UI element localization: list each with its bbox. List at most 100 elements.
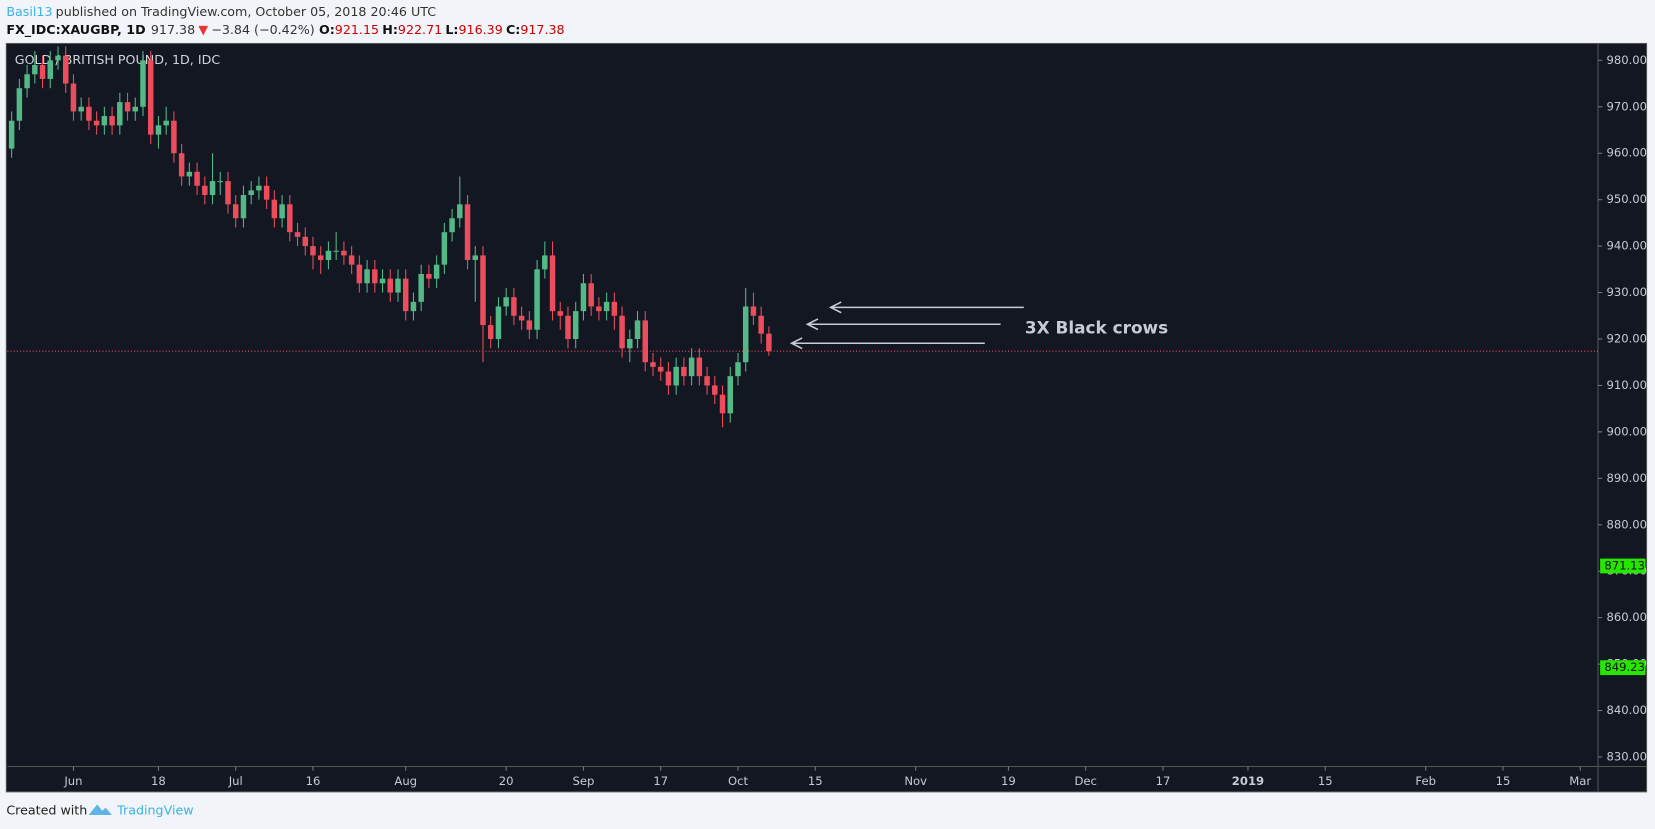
candle-body — [619, 315, 625, 349]
arrow: ▼ — [198, 21, 208, 36]
x-tick-label: Dec — [1074, 774, 1096, 788]
candle-body — [117, 102, 123, 126]
x-tick-label: 15 — [1318, 774, 1333, 788]
candle-body — [464, 204, 471, 261]
candle-body — [526, 320, 533, 330]
chart-bg — [5, 42, 1648, 793]
candle-body — [232, 204, 239, 219]
candle-body — [457, 204, 463, 219]
candle-body — [495, 306, 502, 339]
candle-body — [433, 264, 440, 279]
brand[interactable]: TradingView — [116, 802, 193, 817]
candle-body — [93, 120, 100, 126]
candle-body — [248, 190, 254, 196]
candle-body — [55, 55, 61, 61]
candle-body — [596, 306, 602, 312]
candle-body — [634, 320, 641, 339]
candle-body — [178, 153, 185, 177]
candle-body — [657, 366, 664, 372]
candle-body — [426, 273, 432, 279]
candle-body — [758, 315, 764, 334]
x-tick-label: Oct — [728, 774, 749, 788]
author[interactable]: Basil13 — [6, 3, 52, 18]
h-val: 922.71 — [398, 21, 442, 36]
candle-body — [271, 199, 278, 219]
candle-body — [511, 297, 517, 316]
candle-body — [449, 218, 455, 233]
candle-body — [727, 376, 733, 414]
published: published on TradingView.com, October 05… — [56, 3, 437, 18]
x-tick-label: Nov — [904, 774, 927, 788]
candle-body — [225, 181, 231, 205]
arrow — [805, 318, 1001, 331]
arrow — [828, 301, 1024, 314]
candle-body — [704, 376, 710, 386]
x-tick-label: 17 — [1156, 774, 1171, 788]
candle-body — [518, 315, 525, 321]
candle-body — [147, 60, 154, 135]
candle-body — [341, 250, 347, 256]
candle-body — [209, 181, 216, 196]
change: −3.84 (−0.42%) — [211, 21, 315, 36]
candle-body — [24, 74, 30, 89]
candle-body — [395, 278, 401, 293]
y-tick-label: 900.00 — [1606, 424, 1647, 438]
o-label: O: — [319, 21, 335, 36]
candle-body — [503, 297, 509, 307]
candle-body — [70, 83, 77, 112]
c-label: C: — [506, 21, 520, 36]
candle-body — [542, 255, 548, 270]
price-marker-label: 849.23 — [1604, 660, 1645, 674]
candle-body — [441, 232, 448, 265]
candle-body — [627, 338, 633, 349]
candle-body — [650, 362, 656, 367]
candle-body — [325, 250, 332, 261]
candle-body — [310, 246, 316, 256]
candle-body — [534, 269, 540, 330]
price-marker — [1600, 558, 1646, 574]
candle-body — [387, 278, 394, 293]
x-tick-label: 15 — [1496, 774, 1511, 788]
candle-body — [750, 306, 757, 316]
candle-body — [487, 325, 494, 339]
x-tick-label: 15 — [808, 774, 823, 788]
candle-body — [372, 269, 378, 284]
x-tick-label: 17 — [653, 774, 668, 788]
candle-body — [124, 102, 131, 112]
candle-body — [719, 394, 726, 414]
candle-body — [472, 255, 479, 261]
candle-body — [348, 255, 355, 265]
candle-body — [8, 120, 15, 149]
created: Created with — [6, 802, 87, 817]
x-tick-label: Jun — [63, 774, 82, 788]
y-tick-label: 940.00 — [1606, 239, 1647, 253]
candle-body — [681, 366, 687, 377]
c-val: 917.38 — [520, 21, 564, 36]
candle-body — [572, 311, 579, 339]
y-tick-label: 830.00 — [1606, 749, 1647, 763]
l-val: 916.39 — [458, 21, 502, 36]
candle-body — [32, 64, 38, 75]
y-tick-label: 840.00 — [1606, 703, 1647, 717]
candle-body — [16, 88, 23, 121]
candle-body — [263, 185, 270, 200]
candle-body — [171, 120, 177, 154]
publish-line: Basil13 published on TradingView.com, Oct… — [6, 3, 436, 18]
candle-body — [155, 125, 162, 135]
symbol: FX_IDC:XAUGBP, 1D — [6, 21, 145, 37]
candle-body — [202, 185, 208, 196]
candle-body — [742, 306, 749, 363]
y-tick-label: 930.00 — [1606, 285, 1647, 299]
candle-body — [86, 106, 92, 121]
x-tick-label: Aug — [394, 774, 417, 788]
x-tick-label: 18 — [151, 774, 166, 788]
y-tick-label: 970.00 — [1606, 99, 1647, 113]
candle-body — [279, 204, 285, 219]
y-tick-label: 950.00 — [1606, 192, 1647, 206]
candle-body — [611, 301, 618, 316]
o-val: 921.15 — [335, 21, 379, 36]
candle-body — [317, 255, 324, 261]
candle-body — [356, 264, 363, 284]
candle-body — [39, 64, 46, 79]
